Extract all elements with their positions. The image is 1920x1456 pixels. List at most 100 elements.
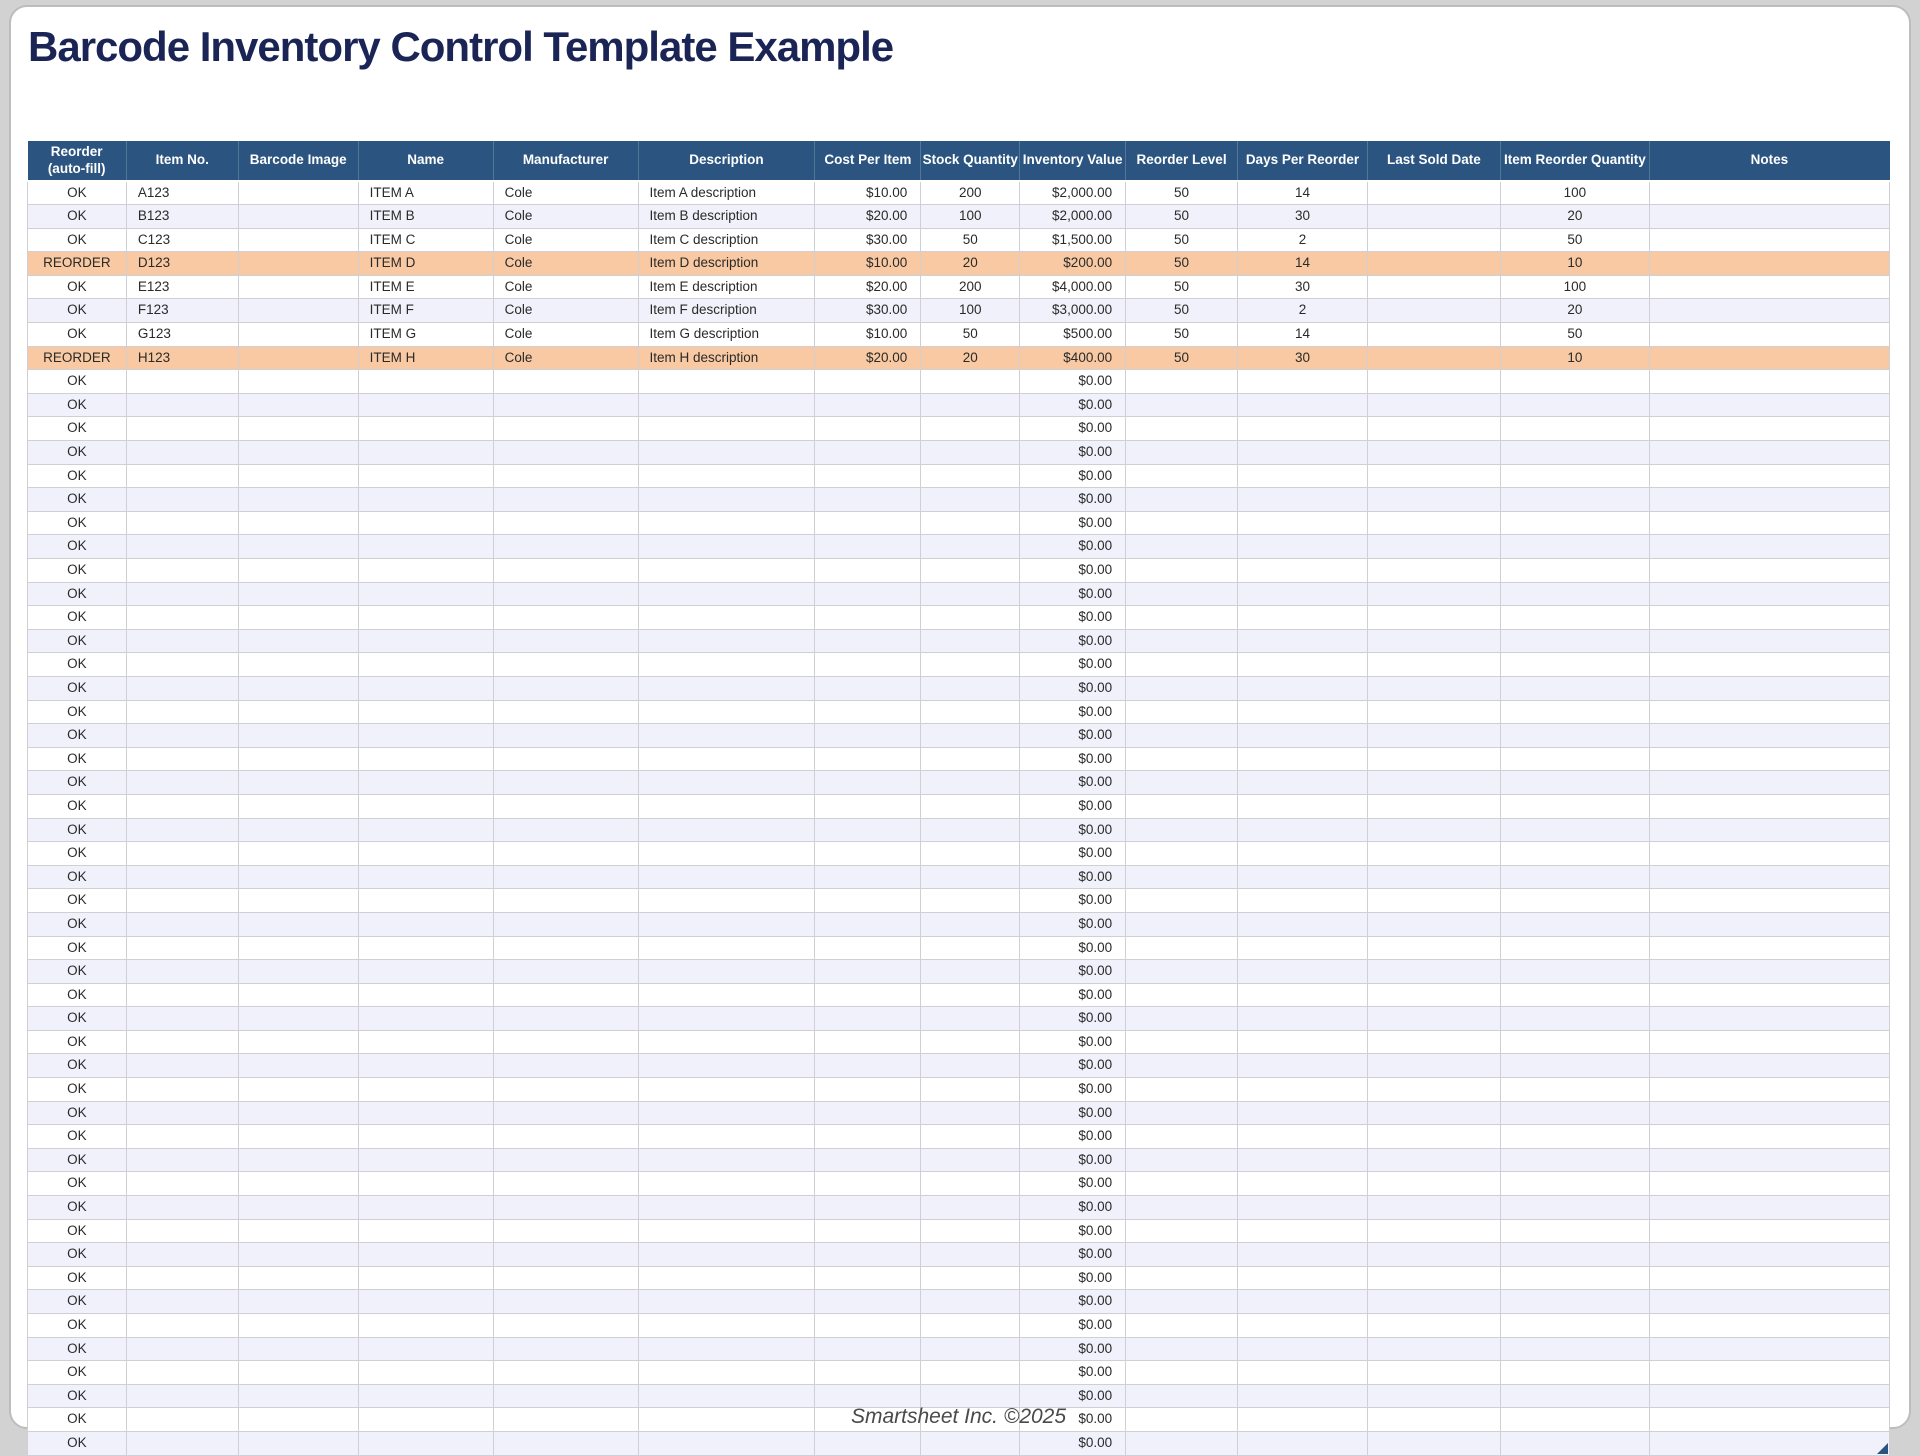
cell-reorder_level[interactable] <box>1125 1077 1238 1102</box>
cell-name[interactable] <box>358 369 494 394</box>
cell-barcode_image[interactable] <box>238 228 359 253</box>
cell-inventory_value[interactable]: $0.00 <box>1019 629 1127 654</box>
cell-reorder_level[interactable] <box>1125 393 1238 418</box>
cell-last_sold_date[interactable] <box>1367 180 1501 206</box>
cell-last_sold_date[interactable] <box>1367 629 1501 654</box>
cell-inventory_value[interactable]: $0.00 <box>1019 534 1127 559</box>
cell-notes[interactable] <box>1649 747 1891 772</box>
cell-reorder[interactable]: OK <box>27 204 127 229</box>
cell-name[interactable] <box>358 1006 494 1031</box>
cell-last_sold_date[interactable] <box>1367 558 1501 583</box>
cell-cost_per_item[interactable]: $20.00 <box>814 204 922 229</box>
cell-inventory_value[interactable]: $0.00 <box>1019 1101 1127 1126</box>
cell-days_per_reorder[interactable] <box>1237 1148 1368 1173</box>
cell-days_per_reorder[interactable] <box>1237 1195 1368 1220</box>
cell-cost_per_item[interactable]: $10.00 <box>814 322 922 347</box>
cell-reorder_level[interactable] <box>1125 582 1238 607</box>
column-header-last_sold_date[interactable]: Last Sold Date <box>1367 141 1501 182</box>
cell-manufacturer[interactable]: Cole <box>493 298 639 324</box>
cell-notes[interactable] <box>1649 1242 1891 1267</box>
cell-item_no[interactable] <box>126 534 239 559</box>
cell-reorder_level[interactable] <box>1125 676 1238 701</box>
cell-item_no[interactable] <box>126 369 239 394</box>
cell-barcode_image[interactable] <box>238 652 359 677</box>
cell-barcode_image[interactable] <box>238 369 359 394</box>
cell-cost_per_item[interactable]: $30.00 <box>814 228 922 253</box>
cell-days_per_reorder[interactable] <box>1237 1384 1368 1409</box>
cell-name[interactable] <box>358 1030 494 1055</box>
cell-manufacturer[interactable] <box>493 1289 639 1314</box>
cell-stock_quantity[interactable] <box>920 1219 1021 1244</box>
cell-inventory_value[interactable]: $0.00 <box>1019 1148 1127 1173</box>
cell-stock_quantity[interactable]: 100 <box>920 204 1021 229</box>
cell-cost_per_item[interactable] <box>814 1384 922 1409</box>
cell-description[interactable] <box>638 416 816 442</box>
cell-notes[interactable] <box>1649 700 1891 725</box>
cell-name[interactable] <box>358 936 494 961</box>
cell-reorder_level[interactable] <box>1125 794 1238 819</box>
cell-cost_per_item[interactable]: $10.00 <box>814 180 922 206</box>
cell-item_reorder_quantity[interactable] <box>1500 393 1650 418</box>
cell-notes[interactable] <box>1649 1030 1891 1055</box>
cell-reorder_level[interactable] <box>1125 818 1238 843</box>
cell-cost_per_item[interactable] <box>814 1313 922 1338</box>
cell-notes[interactable] <box>1649 1337 1891 1362</box>
cell-inventory_value[interactable]: $0.00 <box>1019 464 1127 489</box>
cell-stock_quantity[interactable] <box>920 1407 1021 1432</box>
cell-barcode_image[interactable] <box>238 1289 359 1314</box>
cell-barcode_image[interactable] <box>238 1266 359 1291</box>
cell-barcode_image[interactable] <box>238 912 359 937</box>
cell-barcode_image[interactable] <box>238 888 359 913</box>
cell-manufacturer[interactable] <box>493 936 639 961</box>
cell-reorder_level[interactable] <box>1125 1337 1238 1362</box>
cell-last_sold_date[interactable] <box>1367 416 1501 442</box>
cell-stock_quantity[interactable] <box>920 1384 1021 1409</box>
cell-reorder[interactable]: OK <box>27 676 127 701</box>
cell-notes[interactable] <box>1649 865 1891 890</box>
cell-item_reorder_quantity[interactable] <box>1500 841 1650 866</box>
cell-reorder[interactable]: OK <box>27 558 127 583</box>
cell-cost_per_item[interactable] <box>814 1242 922 1267</box>
cell-reorder_level[interactable]: 50 <box>1125 322 1238 347</box>
cell-name[interactable] <box>358 1289 494 1314</box>
cell-cost_per_item[interactable] <box>814 770 922 795</box>
cell-last_sold_date[interactable] <box>1367 1148 1501 1173</box>
cell-stock_quantity[interactable] <box>920 1101 1021 1126</box>
cell-stock_quantity[interactable] <box>920 1171 1021 1197</box>
cell-description[interactable] <box>638 511 816 536</box>
cell-inventory_value[interactable]: $0.00 <box>1019 888 1127 913</box>
cell-cost_per_item[interactable] <box>814 1030 922 1055</box>
cell-reorder_level[interactable] <box>1125 1171 1238 1197</box>
cell-manufacturer[interactable] <box>493 487 639 512</box>
cell-cost_per_item[interactable]: $20.00 <box>814 275 922 300</box>
cell-item_no[interactable] <box>126 1101 239 1126</box>
cell-days_per_reorder[interactable] <box>1237 1124 1368 1149</box>
cell-name[interactable] <box>358 487 494 512</box>
cell-reorder_level[interactable] <box>1125 1289 1238 1314</box>
cell-cost_per_item[interactable] <box>814 1266 922 1291</box>
column-header-notes[interactable]: Notes <box>1649 141 1891 182</box>
cell-name[interactable]: ITEM A <box>358 180 494 206</box>
cell-reorder_level[interactable] <box>1125 1360 1238 1385</box>
cell-item_reorder_quantity[interactable] <box>1500 1431 1650 1456</box>
cell-item_no[interactable] <box>126 1077 239 1102</box>
cell-cost_per_item[interactable] <box>814 440 922 465</box>
cell-item_reorder_quantity[interactable] <box>1500 1360 1650 1385</box>
cell-name[interactable] <box>358 1337 494 1362</box>
cell-name[interactable]: ITEM D <box>358 251 494 276</box>
cell-days_per_reorder[interactable] <box>1237 511 1368 536</box>
cell-cost_per_item[interactable] <box>814 1337 922 1362</box>
cell-notes[interactable] <box>1649 676 1891 701</box>
cell-manufacturer[interactable] <box>493 723 639 748</box>
column-header-reorder[interactable]: Reorder (auto-fill) <box>27 141 127 182</box>
cell-stock_quantity[interactable] <box>920 1195 1021 1220</box>
cell-days_per_reorder[interactable] <box>1237 723 1368 748</box>
cell-item_no[interactable] <box>126 770 239 795</box>
cell-reorder_level[interactable] <box>1125 959 1238 984</box>
cell-notes[interactable] <box>1649 487 1891 512</box>
cell-stock_quantity[interactable] <box>920 1148 1021 1173</box>
cell-barcode_image[interactable] <box>238 1124 359 1149</box>
cell-item_no[interactable] <box>126 676 239 701</box>
cell-stock_quantity[interactable] <box>920 534 1021 559</box>
cell-reorder[interactable]: OK <box>27 582 127 607</box>
